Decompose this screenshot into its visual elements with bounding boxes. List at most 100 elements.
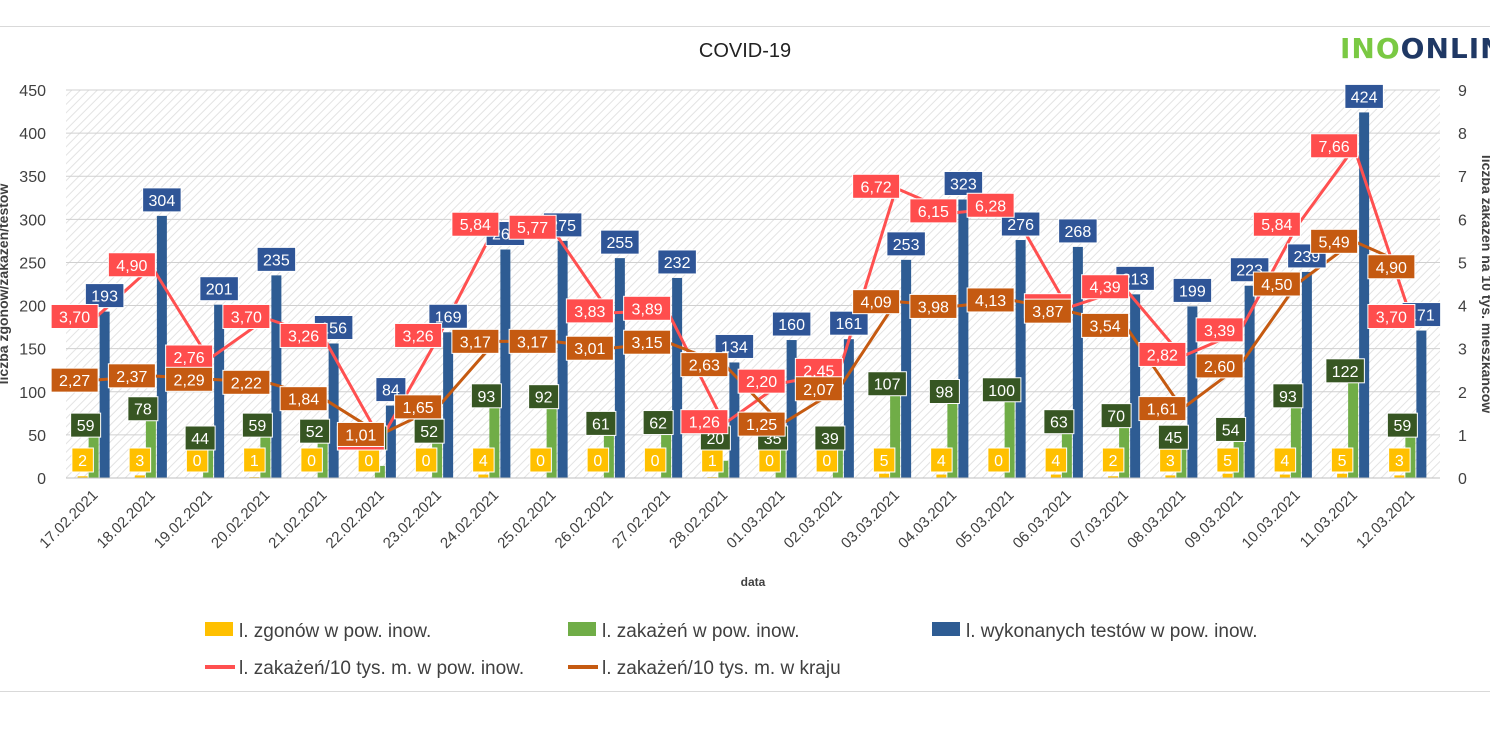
data-label: 201 xyxy=(199,276,239,302)
data-label-text: 7,66 xyxy=(1319,139,1350,156)
data-label-text: 6,72 xyxy=(861,179,892,196)
bar xyxy=(1050,474,1061,478)
y2-tick-label: 4 xyxy=(1458,299,1467,316)
data-label-text: 59 xyxy=(77,418,95,435)
y2-tick-label: 1 xyxy=(1458,428,1467,445)
legend-item: l. wykonanych testów w pow. inow. xyxy=(932,621,1257,642)
data-label-box xyxy=(623,295,672,321)
data-label-text: 304 xyxy=(149,193,176,210)
data-label-text: 98 xyxy=(935,385,953,402)
y2-tick-label: 8 xyxy=(1458,126,1467,143)
data-label-text: 1,65 xyxy=(403,400,434,417)
data-label-box xyxy=(737,411,786,437)
bar xyxy=(271,275,282,478)
x-tick-label: 01.03.2021 xyxy=(723,487,788,552)
data-label-box xyxy=(909,293,958,319)
data-label: 169 xyxy=(428,303,468,329)
data-label-box xyxy=(71,447,94,473)
y2-tick-label: 6 xyxy=(1458,212,1467,229)
data-label-box xyxy=(472,447,495,473)
data-label: 3,87 xyxy=(1023,298,1072,324)
data-label-text: 3,17 xyxy=(517,334,548,351)
data-label-text: 1 xyxy=(708,453,717,470)
data-label-text: 5,84 xyxy=(1261,217,1292,234)
legend-item: l. zakażeń/10 tys. m. w pow. inow. xyxy=(205,658,524,679)
data-label-text: 0 xyxy=(193,453,202,470)
data-label-text: 107 xyxy=(874,377,901,394)
data-label-text: 63 xyxy=(1050,415,1068,432)
data-label-box xyxy=(451,328,500,354)
bar xyxy=(1015,240,1026,478)
data-label-box xyxy=(1367,303,1416,329)
logo-part-1: INO xyxy=(1340,32,1401,65)
data-label-box xyxy=(1081,274,1130,300)
data-label-box xyxy=(1252,271,1301,297)
legend-label: l. zgonów w pow. inow. xyxy=(239,621,431,642)
data-label-box xyxy=(184,425,216,451)
data-label: 2,29 xyxy=(165,366,214,392)
data-label: 0 xyxy=(815,447,839,473)
data-label-text: 1,26 xyxy=(689,415,720,432)
data-label-text: 160 xyxy=(778,317,805,334)
data-label-text: 0 xyxy=(364,453,373,470)
data-label-text: 4 xyxy=(479,453,488,470)
data-label-box xyxy=(930,447,953,473)
data-label: 2,37 xyxy=(107,363,156,389)
data-label-box xyxy=(987,447,1010,473)
data-label-box xyxy=(299,418,331,444)
data-label-box xyxy=(300,447,323,473)
data-label-box xyxy=(165,344,214,370)
data-label: 54 xyxy=(1215,416,1247,442)
data-label-box xyxy=(1388,447,1411,473)
bar xyxy=(1337,473,1348,478)
data-label: 1,84 xyxy=(279,386,328,412)
data-label-box xyxy=(279,322,328,348)
data-label: 0 xyxy=(529,447,552,473)
data-label-text: 52 xyxy=(420,424,438,441)
legend-label: l. wykonanych testów w pow. inow. xyxy=(966,621,1257,642)
data-label-text: 4,39 xyxy=(1090,280,1121,297)
data-label-text: 0 xyxy=(593,453,602,470)
bar xyxy=(156,215,167,478)
data-label-text: 1,61 xyxy=(1147,402,1178,419)
data-label: 2,82 xyxy=(1138,341,1187,367)
data-label-box xyxy=(222,303,271,329)
data-label: 7,66 xyxy=(1310,133,1359,159)
legend-swatch xyxy=(568,622,596,636)
data-label: 3,54 xyxy=(1081,312,1130,338)
data-label: 3 xyxy=(128,447,152,473)
data-label-text: 61 xyxy=(592,416,610,433)
legend-swatch xyxy=(932,622,960,636)
data-label: 2,60 xyxy=(1195,353,1244,379)
data-label: 3,17 xyxy=(508,328,557,354)
data-label-text: 3,39 xyxy=(1204,323,1235,340)
bar xyxy=(1290,397,1301,478)
data-label-text: 2,20 xyxy=(746,374,777,391)
data-label-box xyxy=(1043,409,1075,435)
data-label-text: 93 xyxy=(1279,389,1297,406)
data-label-text: 4,90 xyxy=(116,258,147,275)
data-label-text: 4,50 xyxy=(1261,277,1292,294)
data-label-text: 193 xyxy=(91,289,118,306)
data-label-box xyxy=(642,410,674,436)
data-label: 235 xyxy=(256,246,297,272)
x-axis-title: data xyxy=(741,575,766,589)
data-label-box xyxy=(585,410,617,436)
bar xyxy=(99,311,110,478)
data-label: 0 xyxy=(758,447,781,473)
data-label-text: 1 xyxy=(250,453,259,470)
bar xyxy=(879,473,890,478)
data-label-text: 3,83 xyxy=(574,304,605,321)
data-label: 4 xyxy=(930,447,953,473)
bar xyxy=(1394,475,1405,478)
data-label: 4 xyxy=(1044,447,1068,473)
y-tick-label: 0 xyxy=(37,471,46,488)
data-label: 161 xyxy=(829,310,869,336)
data-label-text: 424 xyxy=(1351,89,1378,106)
data-label: 3,39 xyxy=(1195,317,1244,343)
data-label-box xyxy=(1172,277,1213,303)
data-label: 3 xyxy=(1388,447,1411,473)
data-label-text: 4 xyxy=(937,453,946,470)
y-tick-label: 200 xyxy=(19,299,46,316)
bar xyxy=(947,393,958,478)
